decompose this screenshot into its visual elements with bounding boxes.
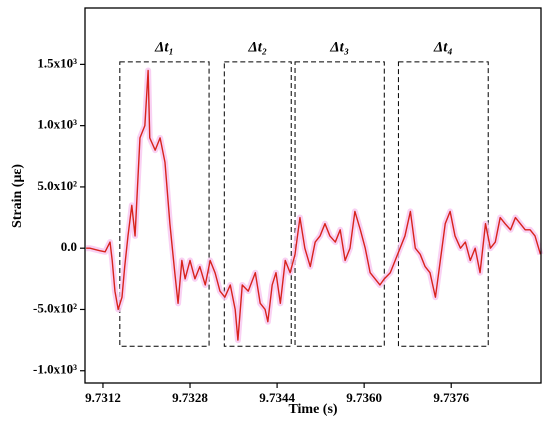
interval-box <box>294 61 385 347</box>
y-axis-title: Strain (με) <box>10 164 25 228</box>
x-tick-label: 9.7376 <box>433 390 469 405</box>
y-tick-label: -5.0x10² <box>33 300 77 315</box>
interval-box <box>397 61 489 347</box>
x-tick-label: 9.7328 <box>172 390 208 405</box>
x-tick-label: 9.7312 <box>85 390 121 405</box>
x-axis-title: Time (s) <box>288 402 337 417</box>
interval-label: Δt₄ <box>433 39 453 55</box>
y-tick-label: 1.5x10³ <box>37 55 77 70</box>
interval-box <box>119 61 210 347</box>
interval-box <box>223 61 292 347</box>
plot-frame <box>84 7 542 384</box>
interval-label: Δt₂ <box>247 39 267 55</box>
y-tick-label: 1.0x10³ <box>37 117 77 132</box>
y-tick-label: 0.0 <box>61 239 77 254</box>
y-tick-label: 5.0x10² <box>37 178 77 193</box>
interval-label: Δt₃ <box>329 39 349 55</box>
line-halo <box>86 67 544 344</box>
line <box>86 69 542 341</box>
y-tick-label: -1.0x10³ <box>33 362 77 377</box>
x-tick-label: 9.7360 <box>346 390 382 405</box>
x-tick-label: 9.7344 <box>259 390 295 405</box>
interval-label: Δt₁ <box>154 39 174 55</box>
